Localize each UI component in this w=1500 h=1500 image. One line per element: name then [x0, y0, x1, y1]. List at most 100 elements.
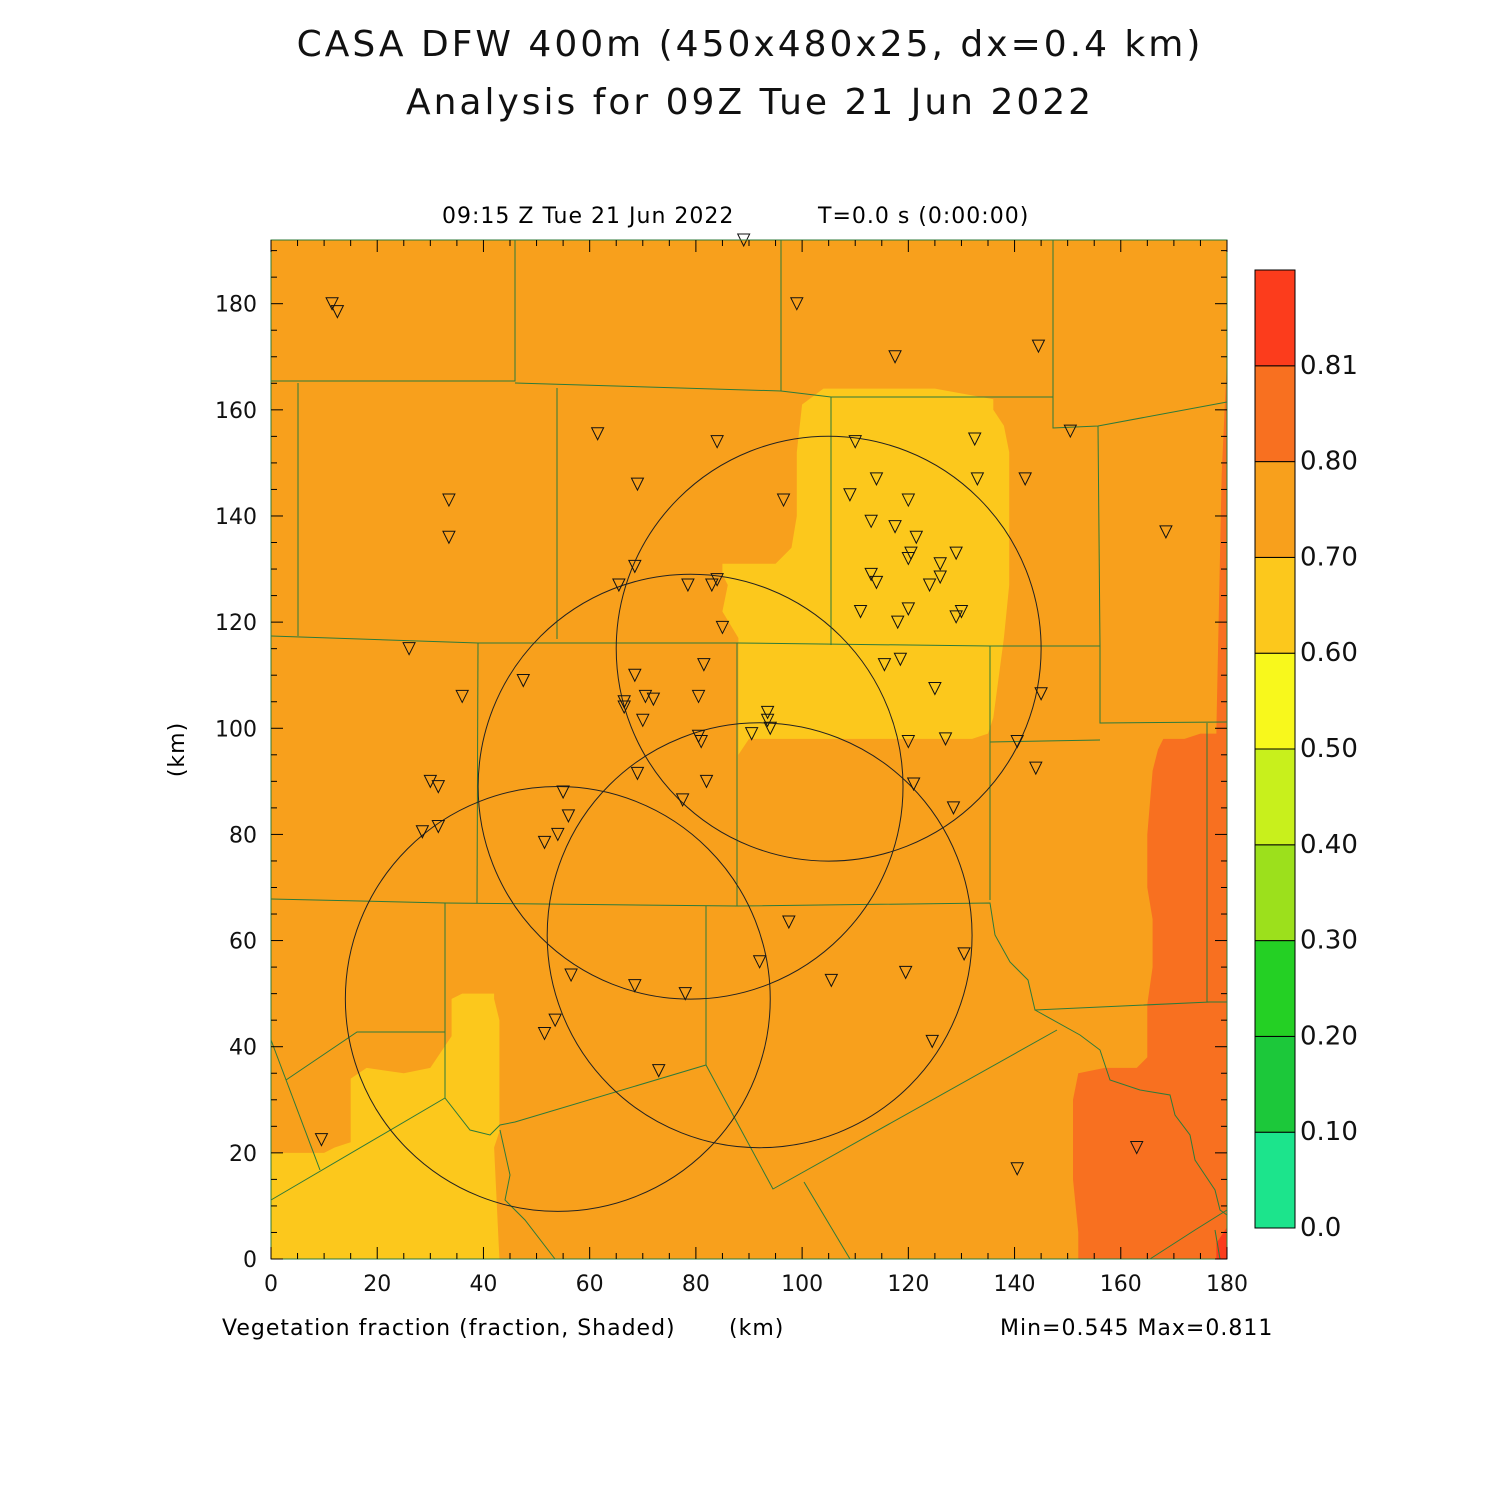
y-tick-label: 60: [229, 930, 257, 955]
station-marker: [888, 350, 902, 364]
colorbar-swatch: [1254, 1131, 1296, 1229]
station-marker: [431, 819, 446, 834]
min-max-label: Min=0.545 Max=0.811: [1000, 1316, 1274, 1341]
station-marker: [617, 695, 631, 709]
county-line: [803, 1181, 851, 1260]
colorbar-label: 0.20: [1300, 1021, 1358, 1051]
colorbar-swatch: [1254, 844, 1296, 942]
station-marker: [848, 435, 863, 449]
y-tick-label: 140: [215, 505, 257, 530]
station-marker: [776, 493, 791, 508]
station-marker: [612, 578, 626, 593]
station-marker: [442, 530, 456, 545]
station-marker: [423, 774, 438, 789]
station-marker: [455, 689, 470, 704]
station-marker: [694, 735, 709, 749]
range-ring: [477, 573, 904, 1000]
y-tick-label: 180: [215, 293, 257, 318]
station-marker: [970, 472, 985, 486]
station-marker: [699, 774, 714, 789]
station-marker: [1159, 525, 1173, 540]
chart-subtitle: Analysis for 09Z Tue 21 Jun 2022: [405, 82, 1095, 123]
station-marker: [550, 827, 565, 842]
county-line: [1214, 1229, 1221, 1260]
station-marker: [402, 642, 416, 656]
station-marker: [906, 777, 921, 792]
colorbar-label: 0.30: [1300, 926, 1358, 956]
x-tick-label: 60: [576, 1272, 604, 1297]
station-marker: [715, 620, 730, 635]
y-tick-label: 120: [215, 611, 257, 636]
station-marker: [933, 570, 948, 585]
station-marker: [901, 493, 916, 508]
station-marker: [628, 979, 642, 993]
shaded-region: [271, 993, 500, 1259]
county-line: [499, 1129, 556, 1260]
station-marker: [752, 955, 767, 969]
station-marker: [946, 801, 961, 815]
station-marker: [1028, 761, 1043, 776]
station-marker: [901, 735, 916, 749]
colorbar-label: 0.60: [1300, 638, 1358, 668]
station-marker: [1034, 687, 1048, 701]
colorbar-swatch: [1254, 652, 1296, 750]
x-tick-label: 40: [469, 1272, 497, 1297]
station-marker: [949, 610, 963, 624]
colorbar-label: 0.81: [1300, 351, 1358, 381]
station-marker: [957, 947, 971, 961]
x-tick-label: 100: [781, 1272, 823, 1297]
station-marker: [877, 658, 892, 672]
colorbar-label: 0.0: [1300, 1213, 1341, 1243]
station-marker: [628, 668, 642, 683]
colorbar-label: 0.10: [1300, 1117, 1358, 1147]
station-marker: [646, 692, 661, 707]
station-marker: [330, 305, 345, 319]
station-marker: [590, 427, 605, 441]
station-marker: [928, 681, 942, 696]
shaded-region: [722, 388, 1010, 771]
station-marker: [548, 1013, 562, 1028]
shaded-region: [1073, 356, 1227, 1259]
station-marker: [922, 578, 937, 593]
station-marker: [763, 721, 778, 736]
station-marker: [933, 557, 948, 571]
station-marker: [901, 551, 916, 566]
county-line: [1097, 425, 1228, 724]
station-marker: [744, 727, 759, 741]
station-marker: [824, 973, 839, 988]
colorbar-swatch: [1254, 940, 1296, 1037]
station-marker: [888, 520, 902, 534]
station-marker: [635, 713, 650, 728]
station-marker: [853, 605, 868, 619]
station-marker: [628, 559, 642, 574]
y-tick-label: 0: [243, 1248, 257, 1273]
y-axis: 0 20 40 60 80 100 120 140 160 180: [215, 250, 1227, 1273]
station-marker: [760, 713, 775, 728]
station-marker: [537, 835, 552, 850]
stations-layer: [314, 233, 1173, 1176]
station-marker: [710, 435, 724, 449]
station-marker: [314, 1133, 329, 1147]
station-marker: [898, 965, 913, 980]
station-marker: [638, 689, 653, 704]
station-marker: [949, 546, 963, 561]
y-tick-label: 100: [215, 717, 257, 742]
chart-title: CASA DFW 400m (450x480x25, dx=0.4 km): [296, 24, 1204, 65]
station-marker: [901, 602, 916, 616]
station-marker: [537, 1026, 552, 1041]
station-marker: [1031, 339, 1046, 354]
station-marker: [516, 674, 531, 688]
x-tick-label: 120: [887, 1272, 929, 1297]
x-tick-label: 160: [1100, 1272, 1142, 1297]
colorbar-label: 0.50: [1300, 734, 1358, 764]
colorbar-label: 0.80: [1300, 447, 1358, 477]
county-line: [989, 739, 1101, 743]
colorbar-swatch: [1254, 365, 1296, 463]
station-marker: [697, 658, 711, 672]
station-marker: [691, 689, 706, 704]
x-tick-label: 140: [994, 1272, 1036, 1297]
y-tick-label: 80: [229, 823, 257, 848]
station-marker: [1018, 472, 1032, 486]
station-marker: [864, 514, 878, 529]
